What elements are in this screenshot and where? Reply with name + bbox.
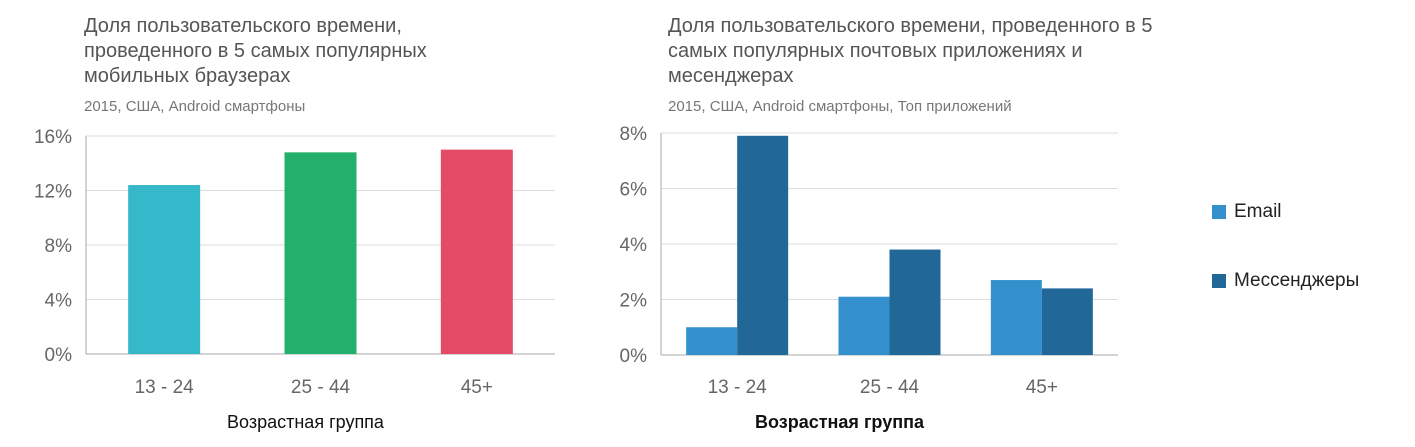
left-y-tick-label: 8% (45, 236, 73, 257)
right-x-tick-label: 45+ (1026, 377, 1058, 398)
right-y-tick-label: 6% (620, 180, 648, 201)
right-bar-email (686, 327, 738, 355)
left-x-tick-label: 45+ (461, 377, 493, 398)
legend-item-email: Email (1212, 201, 1282, 223)
right-bar-messengers (889, 249, 941, 355)
left-chart-title: Доля пользовательского времени, проведен… (84, 15, 427, 87)
legend-swatch-email (1212, 205, 1226, 219)
left-x-axis-label: Возрастная группа (227, 412, 385, 432)
right-bar-messengers (1041, 288, 1093, 355)
legend-swatch-messengers (1212, 274, 1226, 288)
legend-label-email: Email (1234, 201, 1282, 222)
right-chart-subtitle: 2015, США, Android смартфоны, Топ прилож… (668, 98, 1012, 115)
right-x-tick-label: 25 - 44 (860, 377, 920, 398)
right-y-tick-label: 0% (620, 346, 648, 367)
right-bar-email (838, 296, 890, 355)
left-bar-45 (440, 149, 513, 354)
left-x-tick-label: 25 - 44 (291, 377, 351, 398)
right-chart-title: Доля пользовательского времени, проведен… (668, 15, 1153, 87)
left-bar-1324 (128, 185, 201, 354)
right-bar-email (990, 280, 1042, 355)
left-bar-2544 (284, 152, 357, 354)
legend-label-messengers: Мессенджеры (1234, 270, 1360, 291)
left-y-tick-label: 0% (45, 345, 73, 366)
right-bar-messengers (737, 135, 789, 355)
left-y-tick-label: 12% (34, 182, 72, 203)
legend-item-messengers: Мессенджеры (1212, 270, 1359, 292)
right-y-tick-label: 4% (620, 235, 648, 256)
left-chart-subtitle: 2015, США, Android смартфоны (84, 98, 306, 115)
left-x-tick-label: 13 - 24 (135, 377, 195, 398)
right-x-axis-label: Возрастная группа (755, 412, 925, 432)
right-y-tick-label: 8% (620, 124, 648, 145)
left-y-tick-label: 4% (45, 291, 73, 312)
left-y-tick-label: 16% (34, 127, 72, 148)
right-y-tick-label: 2% (620, 291, 648, 312)
right-x-tick-label: 13 - 24 (708, 377, 768, 398)
